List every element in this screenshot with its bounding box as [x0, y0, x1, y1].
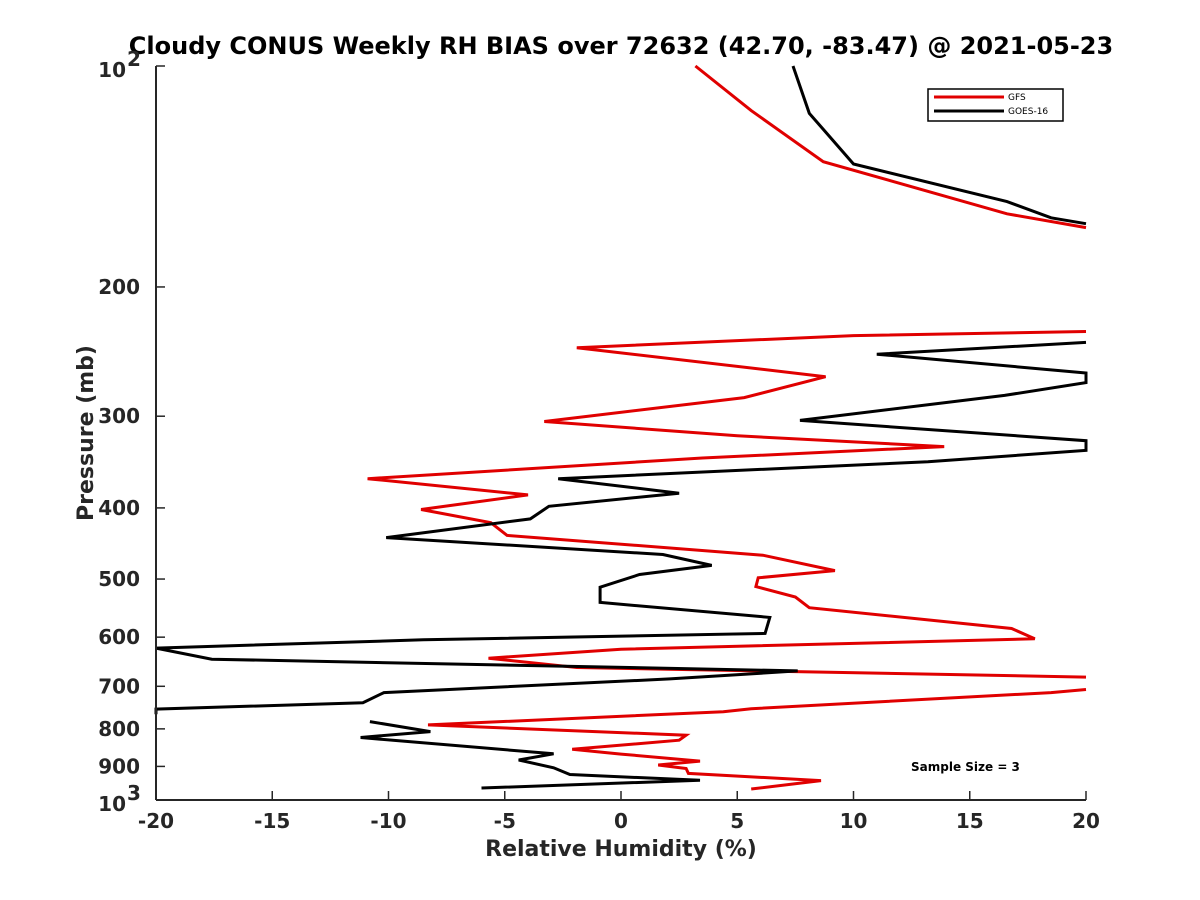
x-tick-label: 15 — [956, 809, 984, 833]
series-goes-16-line-1 — [154, 340, 1088, 715]
x-tick-label: 0 — [614, 809, 628, 833]
series-layer — [154, 64, 1088, 791]
plot-area: -20 -15 -10 -5 0 5 10 15 20 10 220030040050060070… — [98, 47, 1100, 833]
x-tick-label: -20 — [138, 809, 174, 833]
sample-size-annotation: Sample Size = 3 — [911, 760, 1020, 774]
series-gfs-line-1 — [367, 330, 1087, 679]
series-goes-16-line-0 — [791, 65, 1087, 226]
x-tick-label: -10 — [370, 809, 406, 833]
y-tick-label: 300 — [98, 404, 140, 428]
y-tick-label-exponent: 3 — [127, 781, 141, 805]
y-axis-label: Pressure (mb) — [74, 345, 99, 521]
legend-box — [927, 88, 1064, 122]
series-goes-16-line-2 — [360, 720, 701, 790]
x-tick-label: 10 — [840, 809, 868, 833]
chart-title: Cloudy CONUS Weekly RH BIAS over 72632 (… — [129, 32, 1113, 60]
legend: GFS GOES-16 — [927, 88, 1064, 122]
x-tick-label: -5 — [494, 809, 516, 833]
y-tick-label: 200 — [98, 275, 140, 299]
x-ticks: -20 -15 -10 -5 0 5 10 15 20 — [138, 791, 1100, 833]
y-tick-label: 700 — [98, 674, 140, 698]
x-tick-label: -15 — [254, 809, 290, 833]
y-tick-label-exponent: 2 — [127, 47, 141, 71]
x-axis-label: Relative Humidity (%) — [485, 837, 757, 862]
plot-background — [156, 66, 1086, 800]
y-tick-label-base: 10 — [98, 58, 126, 82]
y-tick-label: 400 — [98, 496, 140, 520]
x-tick-label: 20 — [1072, 809, 1100, 833]
y-tick-label: 900 — [98, 754, 140, 778]
y-tick-label: 600 — [98, 625, 140, 649]
y-tick-label-base: 10 — [98, 792, 126, 816]
y-tick-label: 500 — [98, 567, 140, 591]
legend-label-goes16: GOES-16 — [1008, 107, 1048, 117]
series-gfs-line-2 — [427, 688, 1087, 791]
series-gfs-line-0 — [694, 64, 1087, 230]
legend-label-gfs: GFS — [1008, 93, 1026, 103]
y-tick-label: 800 — [98, 717, 140, 741]
x-tick-label: 5 — [730, 809, 744, 833]
